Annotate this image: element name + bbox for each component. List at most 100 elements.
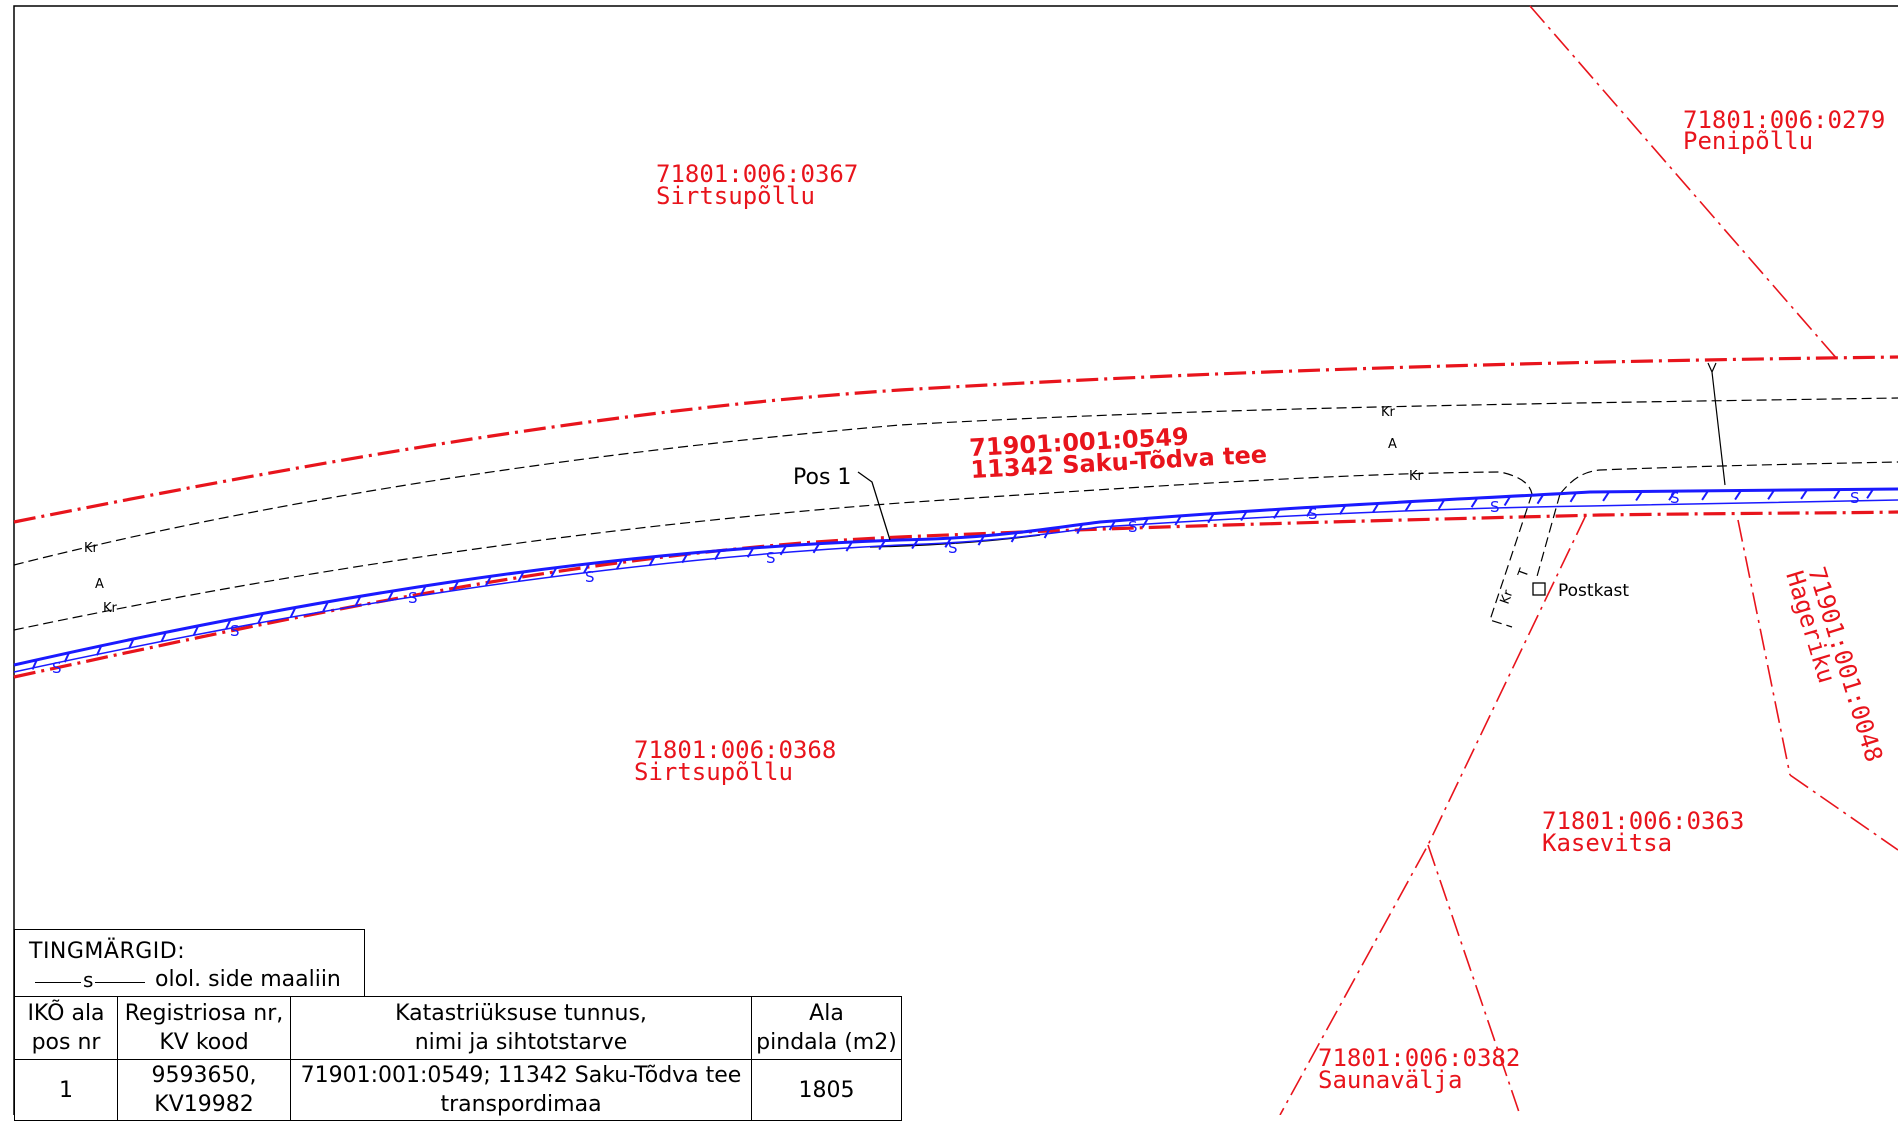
hatch-tick <box>1866 488 1874 499</box>
parcel-name: Penipõllu <box>1683 127 1813 155</box>
hatch-tick <box>1076 524 1083 535</box>
road-edge-east <box>1559 461 1898 495</box>
hatch-tick <box>517 571 525 582</box>
cable-mark: S <box>1850 489 1860 507</box>
hatch-tick <box>1240 510 1248 522</box>
cable-mark: S <box>766 549 776 567</box>
parcel-name: Kasevitsa <box>1542 829 1672 857</box>
hatch-tick <box>160 632 167 643</box>
table-row: 1 9593650, KV19982 71901:001:0549; 11342 … <box>14 1059 902 1121</box>
cable-mark: S <box>230 622 240 640</box>
hatch-tick <box>812 543 820 554</box>
a-marker: A <box>1388 437 1397 452</box>
table-header-row: IKÕ ala pos nr Registriosa nr, KV kood Kat… <box>14 996 902 1060</box>
legend-line-symbol: s <box>35 967 145 992</box>
hatch-tick <box>1108 520 1116 531</box>
cable-mark: S <box>1308 505 1318 523</box>
kr-marker: Kr <box>1498 588 1517 607</box>
hatch-tick <box>1635 490 1643 502</box>
hatch-tick <box>1800 489 1808 500</box>
boundary-road-north-left <box>13 355 1898 524</box>
hatch-tick <box>1043 528 1051 539</box>
kr-marker: Kr <box>1381 405 1396 420</box>
parcel-id: 71801:006:0367 <box>656 160 858 188</box>
hatch-tick <box>354 596 362 607</box>
hatch-tick <box>257 613 264 624</box>
boundary-hageriku-south <box>1789 774 1898 851</box>
legend-title: TINGMÄRGID: <box>29 939 186 964</box>
hatch-tick <box>419 585 427 596</box>
hatch-tick <box>615 559 623 570</box>
hatch-tick <box>1404 501 1413 512</box>
cable-mark: S <box>408 589 418 607</box>
hatch-tick <box>1569 492 1577 503</box>
hatch-tick <box>1010 532 1018 543</box>
boundary-kasevitsa-west <box>1279 514 1587 1115</box>
hatch-tick <box>1306 506 1314 517</box>
road-parcel-label: 71901:001:0549 11342 Saku-Tõdva tee <box>969 423 1268 484</box>
hatch-tick <box>944 537 952 548</box>
parcel-id: 71801:006:0368 <box>634 736 836 764</box>
hatch-tick <box>746 547 754 558</box>
hatch-tick <box>452 580 459 591</box>
hatch-tick <box>289 607 297 618</box>
hatch-tick <box>1833 489 1841 500</box>
hatch-tick <box>95 646 102 656</box>
cable-mark: S <box>52 659 62 677</box>
cable-mark: S <box>948 539 958 557</box>
parcel-name: Saunavälja <box>1318 1066 1463 1094</box>
hatch-tick <box>1767 489 1775 500</box>
hatch-tick <box>1602 491 1610 502</box>
parcel-name: Sirtsupõllu <box>656 182 815 210</box>
hatch-tick <box>1174 515 1182 526</box>
hatch-tick <box>1470 497 1479 508</box>
legend: TINGMÄRGID: s olol. side maaliin <box>14 929 365 996</box>
hatch-tick <box>63 652 70 663</box>
a-marker: A <box>95 577 104 592</box>
legend-line-mark: s <box>81 967 96 992</box>
cadastral-cell: 71901:001:0549; 11342 Saku-Tõdva tee tran… <box>290 1059 752 1121</box>
pos1-leader <box>857 471 891 541</box>
hatch-tick <box>31 660 38 670</box>
hatch-tick <box>648 556 656 567</box>
postkast-symbol <box>1532 582 1546 596</box>
parcel-labels: 71801:006:0367 Sirtsupõllu 71801:006:027… <box>634 106 1888 1094</box>
hatch-tick <box>1734 490 1742 501</box>
hatch-tick <box>225 619 232 630</box>
parcel-id: 71801:006:0279 <box>1683 106 1885 134</box>
hatch-tick <box>322 601 329 612</box>
hatch-tick <box>192 626 199 636</box>
hatch-tick <box>1339 504 1347 515</box>
boundary-saunavalja-east <box>1427 844 1521 1115</box>
parcel-name: Sirtsupõllu <box>634 758 793 786</box>
pos-cell: 1 <box>14 1059 118 1121</box>
map-frame <box>13 5 1898 1115</box>
utility-marker <box>1707 362 1726 486</box>
table-header-cell: Katastriüksuse tunnus, nimi ja sihtotstar… <box>290 996 752 1060</box>
hatch-tick <box>1437 499 1446 510</box>
hatch-tick <box>1207 513 1215 524</box>
table-header-cell: IKÕ ala pos nr <box>14 996 118 1060</box>
hatch-tick <box>550 567 557 578</box>
hatch-tick <box>583 563 590 574</box>
road-edge-north <box>13 397 1898 566</box>
table-header-cell: Ala pindala (m2) <box>751 996 902 1060</box>
hatch-tick <box>1536 494 1544 505</box>
area-cell: 1805 <box>751 1059 902 1121</box>
registry-cell: 9593650, KV19982 <box>117 1059 291 1121</box>
hatch-tick <box>845 541 853 552</box>
hatch-tick <box>1503 495 1511 507</box>
cable-mark: S <box>585 568 595 586</box>
hatch-tick <box>387 590 394 601</box>
cable-mark: S <box>1670 489 1680 507</box>
hatch-tick <box>128 639 135 649</box>
boundary-hageriku-west <box>1737 519 1791 776</box>
postkast-label: Postkast <box>1558 581 1629 601</box>
kr-marker: Kr <box>103 601 118 616</box>
cable-hatching <box>31 488 1874 670</box>
hatch-tick <box>1701 490 1709 501</box>
hatch-tick <box>485 576 492 587</box>
parcel-id: 71801:006:0363 <box>1542 807 1744 835</box>
cable-marks: S S S S S S S S S S S <box>52 489 1860 677</box>
